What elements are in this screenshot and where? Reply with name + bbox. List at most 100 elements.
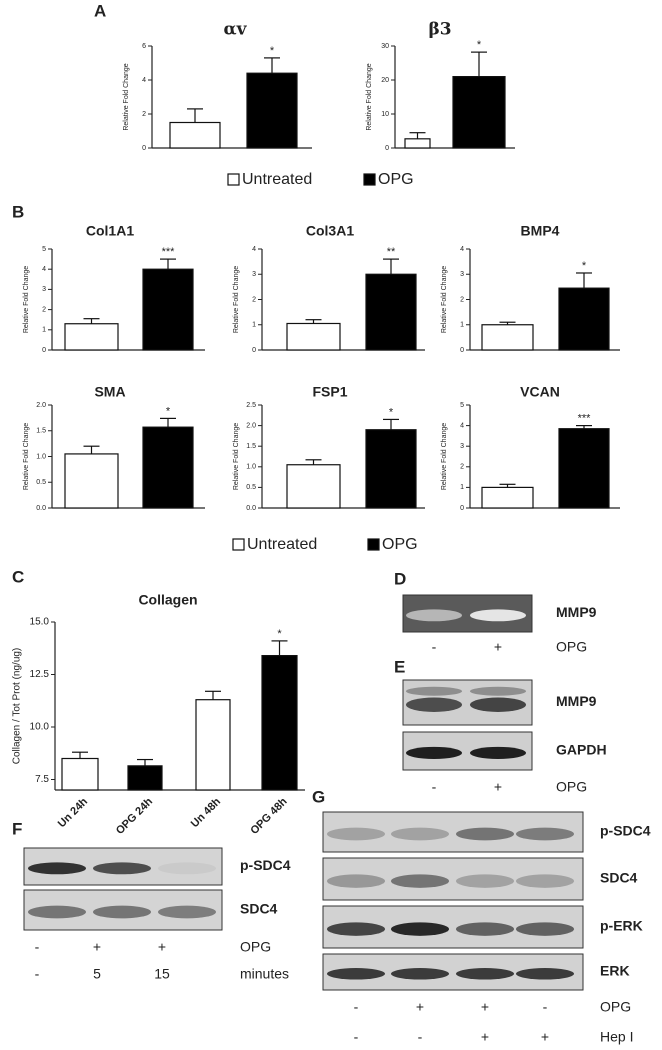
blot-label: SDC4	[600, 870, 638, 886]
y-tick-label: 7.5	[35, 774, 49, 785]
y-tick-label: 4	[42, 266, 46, 273]
x-tick-label: Un 48h	[189, 796, 224, 831]
y-axis-label: Relative Fold Change	[233, 266, 240, 333]
y-tick-label: 2.0	[246, 422, 256, 429]
bar	[61, 757, 99, 791]
bar	[404, 138, 431, 149]
x-tick-label: OPG 24h	[114, 795, 156, 837]
legend-label: OPG	[382, 536, 418, 553]
y-tick-label: 0.5	[36, 479, 46, 486]
y-tick-label: 2	[460, 464, 464, 471]
lane-label: -	[35, 966, 40, 982]
lane-label: 5	[93, 966, 101, 982]
lane-label: -	[418, 1029, 423, 1045]
chart-title: BMP4	[521, 223, 560, 239]
legend-swatch	[227, 173, 240, 186]
lane-label: +	[93, 939, 101, 955]
bar	[195, 699, 231, 791]
condition-label: Hep I	[600, 1029, 633, 1045]
legend-label: Untreated	[242, 171, 312, 188]
y-tick-label: 2	[460, 296, 464, 303]
significance: *	[389, 406, 394, 418]
panel-label: E	[394, 657, 405, 676]
y-tick-label: 1	[460, 484, 464, 491]
legend-swatch	[363, 173, 376, 186]
bar	[142, 268, 194, 351]
condition-label: OPG	[240, 939, 271, 955]
y-tick-label: 2	[142, 111, 146, 118]
condition-label: OPG	[556, 639, 587, 655]
significance: *	[277, 628, 282, 640]
y-tick-label: 1	[460, 322, 464, 329]
blot-label: GAPDH	[556, 742, 607, 758]
legend-label: Untreated	[247, 536, 317, 553]
y-tick-label: 3	[252, 271, 256, 278]
bar	[127, 765, 163, 791]
blot-band	[516, 922, 574, 936]
blot-label: p-ERK	[600, 918, 643, 934]
panel-label: G	[312, 787, 325, 806]
lane-label: +	[481, 999, 489, 1015]
blot-band	[406, 697, 462, 712]
y-tick-label: 1.0	[246, 464, 256, 471]
lane-label: -	[543, 999, 548, 1015]
panel-label: C	[12, 567, 24, 586]
legend-swatch	[367, 538, 380, 551]
panel-label: A	[94, 1, 106, 20]
bar	[558, 428, 610, 509]
blot-band	[158, 905, 216, 919]
blot-band	[516, 874, 574, 888]
blot-band	[391, 827, 449, 841]
lane-label: +	[541, 1029, 549, 1045]
y-tick-label: 0.0	[36, 505, 46, 512]
blot-band	[391, 968, 449, 980]
y-tick-label: 4	[252, 246, 256, 253]
bar	[246, 72, 298, 149]
blot-band	[327, 968, 385, 980]
y-tick-label: 6	[142, 43, 146, 50]
y-tick-label: 0.0	[246, 505, 256, 512]
y-tick-label: 5	[460, 402, 464, 409]
y-tick-label: 2	[42, 306, 46, 313]
bar	[452, 75, 506, 149]
y-tick-label: 0	[42, 347, 46, 354]
y-tick-label: 15.0	[30, 617, 50, 628]
y-axis-label: Relative Fold Change	[123, 63, 130, 130]
chart-title: VCAN	[520, 384, 560, 400]
blot-band	[456, 874, 514, 888]
blot-band	[327, 922, 385, 936]
blot-band	[516, 968, 574, 980]
chart-title: Collagen	[138, 592, 197, 608]
bar	[286, 464, 341, 509]
y-tick-label: 1.5	[36, 428, 46, 435]
lane-label: +	[494, 779, 502, 795]
lane-label: +	[494, 639, 502, 655]
y-tick-label: 20	[381, 77, 389, 84]
y-tick-label: 3	[460, 443, 464, 450]
chart-title: FSP1	[312, 384, 347, 400]
y-tick-label: 3	[42, 286, 46, 293]
panel-label: B	[12, 202, 24, 221]
blot-label: p-SDC4	[240, 857, 291, 873]
panel-label: F	[12, 819, 22, 838]
bar	[481, 324, 534, 351]
blot-band	[28, 862, 86, 875]
y-tick-label: 2.0	[36, 402, 46, 409]
y-tick-label: 5	[42, 246, 46, 253]
lane-label: -	[354, 999, 359, 1015]
blot-label: SDC4	[240, 901, 278, 917]
legend-swatch	[232, 538, 245, 551]
lane-label: -	[432, 639, 437, 655]
y-tick-label: 30	[381, 43, 389, 50]
blot-band	[456, 922, 514, 936]
y-axis-label: Relative Fold Change	[441, 266, 448, 333]
lane-label: +	[416, 999, 424, 1015]
y-tick-label: 1	[42, 327, 46, 334]
blot-band	[470, 686, 526, 696]
y-tick-label: 1	[252, 322, 256, 329]
y-tick-label: 3	[460, 271, 464, 278]
blot-band	[470, 697, 526, 712]
lane-label: -	[35, 939, 40, 955]
y-tick-label: 10	[381, 111, 389, 118]
